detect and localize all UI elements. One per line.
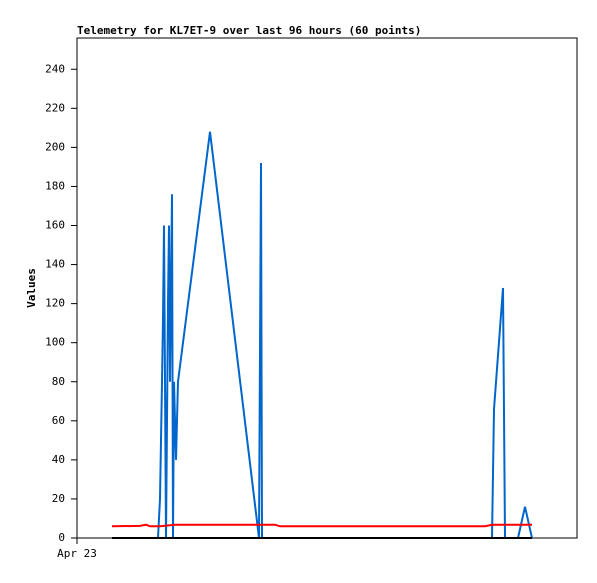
y-tick-label: 100 xyxy=(45,336,65,349)
series-line xyxy=(111,523,532,528)
y-tick-label: 140 xyxy=(45,258,65,271)
y-tick-label: 240 xyxy=(45,62,65,75)
y-tick-label: 60 xyxy=(52,414,65,427)
y-tick-label: 20 xyxy=(52,492,65,505)
x-tick-label: Apr 23 xyxy=(57,547,97,560)
y-tick-label: 0 xyxy=(58,531,65,544)
y-axis-label: Values xyxy=(25,268,38,308)
y-tick-label: 220 xyxy=(45,101,65,114)
y-tick-label: 180 xyxy=(45,179,65,192)
series-line xyxy=(112,131,533,539)
y-tick-label: 120 xyxy=(45,297,65,310)
y-tick-label: 80 xyxy=(52,375,65,388)
y-tick-label: 40 xyxy=(52,453,65,466)
y-tick-label: 200 xyxy=(45,140,65,153)
chart-title: Telemetry for KL7ET-9 over last 96 hours… xyxy=(77,24,421,37)
y-tick-label: 160 xyxy=(45,219,65,232)
